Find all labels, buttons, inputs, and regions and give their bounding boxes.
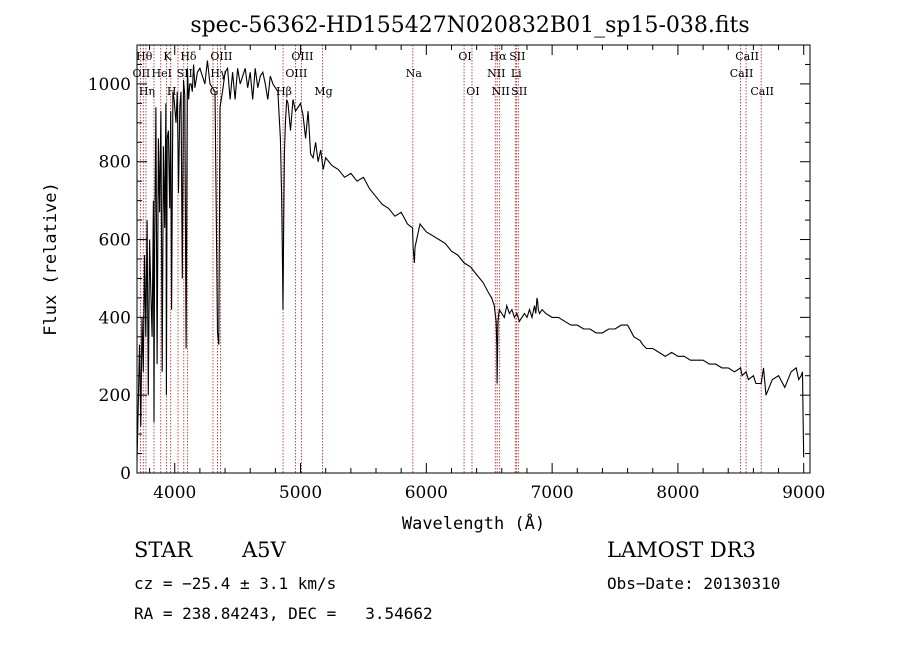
spectral-line-label: NII xyxy=(492,85,510,98)
spectral-line-label: SII xyxy=(509,50,525,63)
spectral-line-label: Mg xyxy=(314,85,332,98)
coordinates: RA = 238.84243, DEC = 3.54662 xyxy=(134,604,433,623)
survey-name: LAMOST DR3 xyxy=(607,538,756,562)
x-tick-label: 5000 xyxy=(279,483,322,503)
plot-frame xyxy=(136,44,811,474)
spectral-line-label: OI xyxy=(466,85,479,98)
x-tick-label: 7000 xyxy=(530,483,573,503)
y-tick-label: 0 xyxy=(120,464,131,484)
spectral-line-label: Hδ xyxy=(180,50,197,63)
x-tick-label: 6000 xyxy=(405,483,448,503)
redshift-velocity: cz = −25.4 ± 3.1 km/s xyxy=(134,574,337,593)
y-tick-label: 1000 xyxy=(88,75,131,95)
spectral-line-label: SII xyxy=(511,85,527,98)
spectral-line-label: CaII xyxy=(735,50,759,63)
spectral-line-label: SII xyxy=(177,67,193,80)
x-axis-label: Wavelength (Å) xyxy=(402,512,545,534)
spectral-line-label: OIII xyxy=(285,67,307,80)
y-tick-label: 800 xyxy=(99,153,131,173)
spectral-line-label: CaII xyxy=(750,85,774,98)
object-subclass: A5V xyxy=(242,538,286,562)
spectral-line-label: Hθ xyxy=(136,50,153,63)
flux-series-line xyxy=(136,60,805,462)
spectral-line-label: Hγ xyxy=(210,67,227,80)
spectral-line-labels: OIIHθHηHeIKHSIIHδGHγOIIIHβOIIIOIIIMgNaOI… xyxy=(133,50,774,98)
spectral-line-label: HeI xyxy=(152,67,172,80)
spectral-line-label: G xyxy=(210,85,219,98)
spectral-line-markers xyxy=(139,45,762,473)
axis-ticks: 4000 5000 6000 7000 8000 9000 0 200 400 600 800 100… xyxy=(88,44,825,503)
y-tick-label: 400 xyxy=(99,308,131,328)
spectral-line-label: CaII xyxy=(730,67,754,80)
x-tick-label: 8000 xyxy=(656,483,699,503)
spectral-line-label: OI xyxy=(458,50,471,63)
y-tick-label: 200 xyxy=(99,386,131,406)
y-tick-label: 600 xyxy=(99,231,131,251)
spectral-line-label: K xyxy=(163,50,172,63)
object-class: STAR xyxy=(134,538,193,562)
spectral-line-label: H xyxy=(167,85,177,98)
spectral-line-label: Li xyxy=(511,67,522,80)
spectral-line-label: Hα xyxy=(490,50,508,63)
spectral-line-label: Hη xyxy=(139,85,155,98)
observation-date: Obs−Date: 20130310 xyxy=(607,574,781,593)
spectral-line-label: OII xyxy=(133,67,151,80)
spectral-line-label: Na xyxy=(406,67,423,80)
spectral-line-label: NII xyxy=(487,67,505,80)
x-tick-label: 9000 xyxy=(782,483,825,503)
chart-title: spec-56362-HD155427N020832B01_sp15-038.f… xyxy=(190,13,749,38)
y-axis-label: Flux (relative) xyxy=(41,182,61,336)
x-tick-label: 4000 xyxy=(153,483,196,503)
spectral-line-label: Hβ xyxy=(276,85,292,98)
spectral-line-label: OIII xyxy=(291,50,313,63)
spectral-line-label: OIII xyxy=(210,50,232,63)
